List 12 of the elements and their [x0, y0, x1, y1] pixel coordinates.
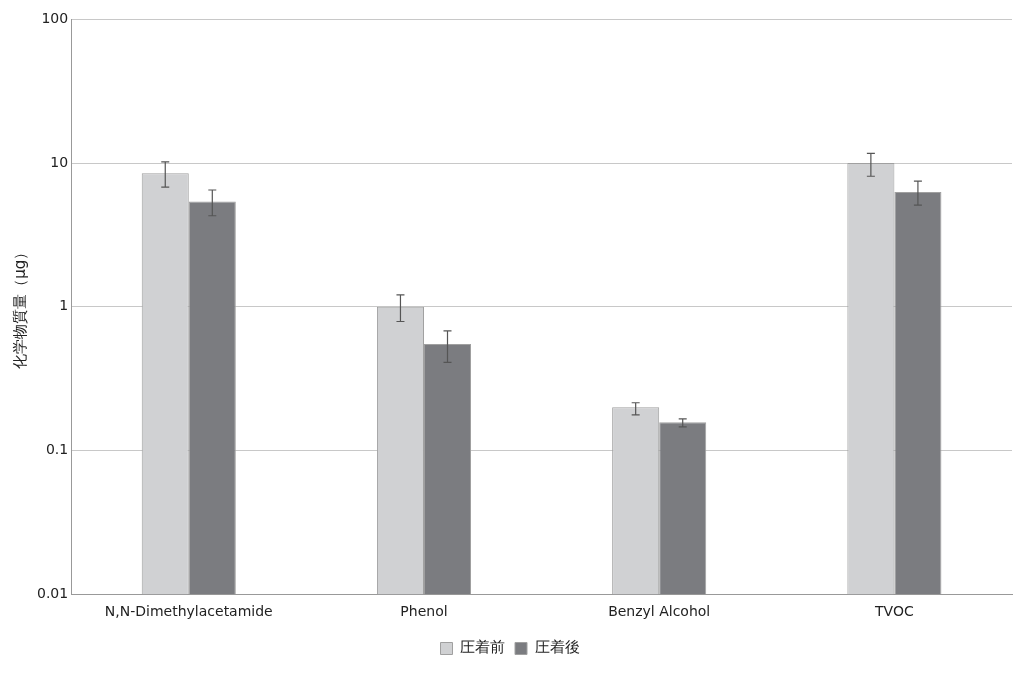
x-tick-label: Benzyl Alcohol: [608, 603, 711, 620]
y-tick-label: 100: [41, 10, 69, 27]
y-axis-title: 化学物質量（μg）: [10, 244, 29, 369]
x-tick-label: N,N-Dimethylacetamide: [104, 603, 273, 620]
y-tick-label: 1: [59, 297, 69, 314]
x-tick-label: TVOC: [874, 603, 914, 620]
y-tick-label: 10: [50, 153, 69, 170]
y-tick-label: 0.1: [45, 441, 69, 458]
y-tick-label: 0.01: [37, 584, 69, 601]
legend-label: 圧着前: [460, 638, 505, 657]
x-tick-label: Phenol: [400, 603, 448, 620]
legend-label: 圧着後: [534, 638, 580, 657]
